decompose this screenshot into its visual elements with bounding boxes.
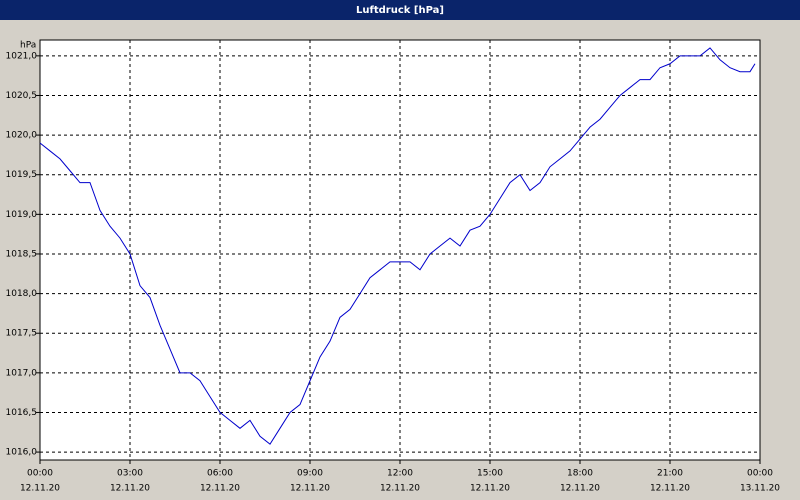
x-tick-date: 12.11.20 [290, 484, 330, 494]
y-tick-label: 1019,5 [6, 170, 38, 180]
x-tick-label: 21:00 [657, 469, 683, 479]
x-tick-date: 12.11.20 [650, 484, 690, 494]
y-tick-label: 1016,5 [6, 408, 38, 418]
x-tick-date: 12.11.20 [20, 484, 60, 494]
y-tick-label: 1019,0 [6, 210, 38, 220]
x-tick-label: 06:00 [207, 469, 233, 479]
x-tick-label: 00:00 [27, 469, 53, 479]
x-tick-label: 03:00 [117, 469, 143, 479]
y-tick-label: 1018,5 [6, 249, 38, 259]
x-tick-label: 15:00 [477, 469, 503, 479]
y-tick-label: 1017,5 [6, 329, 38, 339]
x-tick-date: 12.11.20 [560, 484, 600, 494]
x-tick-date: 12.11.20 [110, 484, 150, 494]
y-axis-label: hPa [20, 41, 36, 51]
y-tick-label: 1020,0 [6, 131, 38, 141]
chart-title: Luftdruck [hPa] [356, 5, 444, 16]
x-tick-date: 12.11.20 [470, 484, 510, 494]
y-tick-label: 1017,0 [6, 368, 38, 378]
y-tick-label: 1018,0 [6, 289, 38, 299]
y-tick-label: 1016,0 [6, 448, 38, 458]
data-line [39, 47, 756, 445]
x-tick-label: 00:00 [747, 469, 773, 479]
x-tick-label: 09:00 [297, 469, 323, 479]
x-tick-date: 12.11.20 [200, 484, 240, 494]
y-tick-label: 1021,0 [6, 51, 38, 61]
x-tick-date: 13.11.20 [740, 484, 780, 494]
x-tick-label: 18:00 [567, 469, 593, 479]
x-tick-date: 12.11.20 [380, 484, 420, 494]
y-tick-label: 1020,5 [6, 91, 38, 101]
x-tick-label: 12:00 [387, 469, 413, 479]
title-bar [0, 0, 800, 20]
